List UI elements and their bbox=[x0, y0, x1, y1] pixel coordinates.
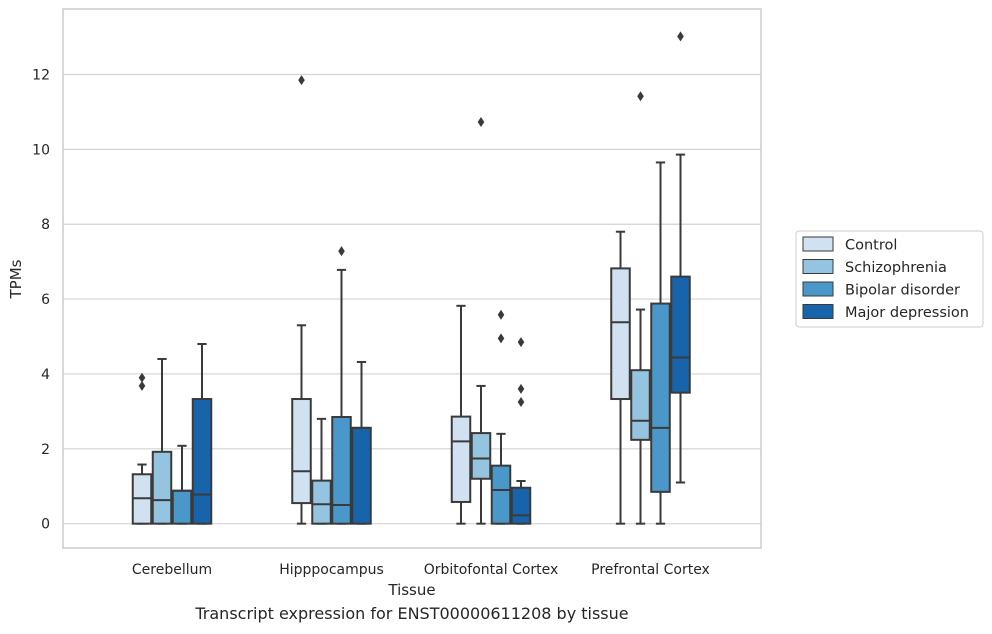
legend-swatch bbox=[802, 281, 834, 297]
outlier-point bbox=[517, 397, 525, 408]
legend-label: Bipolar disorder bbox=[845, 283, 960, 299]
box-body bbox=[450, 415, 472, 503]
box-body bbox=[311, 479, 332, 525]
box-body bbox=[151, 450, 173, 525]
boxplot-chart: 0 2 4 6 8 10 12 Cerebellum Hipppocampus Orbitofon… bbox=[7, 8, 984, 599]
x-tick-label: Prefrontal Cortex bbox=[591, 562, 710, 578]
outlier-point bbox=[517, 383, 525, 394]
box-2-1 bbox=[470, 117, 492, 525]
legend-frame bbox=[795, 230, 984, 328]
box-body bbox=[650, 302, 671, 493]
figure-caption: Transcript expression for ENST0000061120… bbox=[195, 604, 629, 623]
legend-swatch bbox=[802, 304, 834, 319]
legend-label: Schizophrenia bbox=[845, 260, 947, 276]
outlier-point bbox=[517, 337, 525, 348]
legend: Control Schizophrenia Bipolar disorder Majo… bbox=[795, 230, 984, 328]
x-tick-label: Hipppocampus bbox=[279, 562, 384, 578]
box-body bbox=[351, 426, 372, 525]
gridlines bbox=[63, 73, 761, 525]
box-body bbox=[490, 464, 512, 525]
x-tick-label: Orbitofontal Cortex bbox=[424, 562, 559, 578]
outlier-point bbox=[338, 246, 345, 257]
y-tick-label: 10 bbox=[32, 142, 50, 158]
box-body bbox=[670, 275, 691, 394]
y-tick-label: 12 bbox=[32, 68, 50, 84]
box-1-3 bbox=[351, 360, 372, 525]
plot-area bbox=[131, 31, 691, 525]
box-1-2 bbox=[331, 246, 352, 525]
box-1-0 bbox=[291, 75, 312, 525]
box-body bbox=[331, 415, 352, 525]
box-3-3 bbox=[670, 31, 691, 484]
legend-label: Major depression bbox=[845, 305, 969, 321]
box-body bbox=[171, 489, 193, 525]
box-0-3 bbox=[191, 343, 213, 525]
legend-swatch bbox=[802, 259, 834, 274]
y-tick-label: 4 bbox=[41, 367, 50, 383]
box-0-1 bbox=[151, 357, 173, 525]
box-3-1 bbox=[630, 91, 651, 525]
y-tick-label: 8 bbox=[41, 217, 50, 233]
outlier-point bbox=[138, 372, 146, 383]
outlier-point bbox=[637, 91, 644, 102]
outlier-point bbox=[298, 75, 305, 86]
box-0-2 bbox=[171, 444, 193, 525]
box-body bbox=[470, 432, 492, 480]
legend-label: Control bbox=[845, 238, 897, 254]
box-body bbox=[510, 486, 532, 525]
box-body bbox=[191, 398, 213, 525]
y-tick-label: 6 bbox=[41, 292, 50, 308]
plot-frame bbox=[62, 8, 762, 549]
y-axis-title: TPMs bbox=[7, 259, 25, 299]
outlier-point bbox=[497, 333, 505, 344]
legend-swatch bbox=[802, 236, 834, 252]
box-2-2 bbox=[490, 309, 512, 525]
outlier-point bbox=[138, 380, 146, 391]
outlier-point bbox=[477, 117, 485, 128]
outlier-point bbox=[677, 31, 684, 42]
box-1-1 bbox=[311, 417, 332, 525]
box-body bbox=[291, 398, 312, 505]
box-3-0 bbox=[610, 230, 631, 525]
box-body bbox=[610, 267, 631, 401]
outlier-point bbox=[497, 309, 505, 320]
box-0-0 bbox=[131, 372, 153, 525]
x-axis-title: Tissue bbox=[387, 581, 435, 599]
box-2-3 bbox=[510, 337, 532, 525]
x-tick-label: Cerebellum bbox=[132, 562, 212, 578]
box-body bbox=[630, 369, 651, 441]
y-tick-label: 0 bbox=[41, 517, 50, 533]
axis-ticks: 0 2 4 6 8 10 12 Cerebellum Hipppocampus Orbitofon… bbox=[32, 68, 710, 578]
box-3-2 bbox=[650, 161, 671, 525]
box-2-0 bbox=[450, 304, 472, 525]
y-tick-label: 2 bbox=[41, 442, 50, 458]
